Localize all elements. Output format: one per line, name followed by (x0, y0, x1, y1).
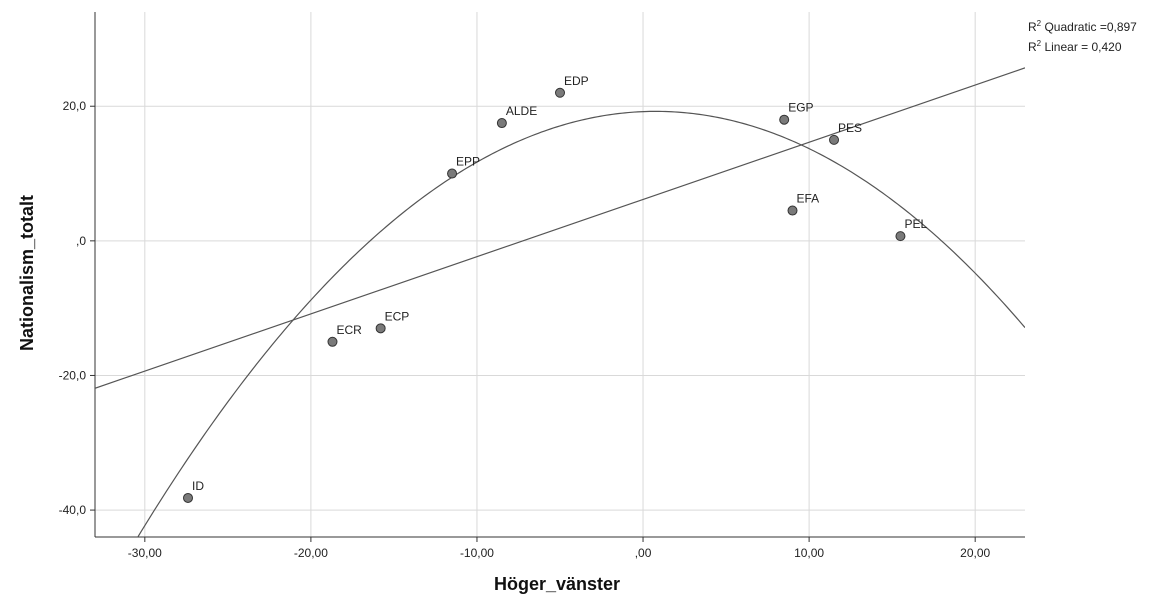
data-points: EDP ALDE EPP EGP PES EFA PEL ECP ECR ID (183, 74, 927, 503)
x-axis-title: Höger_vänster (494, 574, 620, 594)
data-point (829, 134, 840, 145)
quadratic-fit-curve (137, 110, 1025, 537)
data-point-label: PES (838, 121, 862, 135)
legend: R2 Quadratic =0,897 R2 Linear = 0,420 (1028, 19, 1137, 54)
y-axis-ticks: 20,0 ,0 -20,0 -40,0 (59, 99, 95, 517)
legend-quadratic-text: Quadratic =0,897 (1041, 20, 1137, 34)
plot-frame (94, 12, 1025, 538)
data-point-label: ID (192, 479, 204, 493)
y-tick-label: -20,0 (59, 368, 87, 382)
data-point-label: ALDE (506, 104, 537, 118)
data-point (327, 336, 338, 347)
data-point (779, 114, 790, 125)
data-point (555, 87, 565, 98)
data-point-label: EGP (788, 101, 813, 115)
data-point-label: EDP (564, 74, 589, 88)
legend-linear-prefix: R (1028, 40, 1037, 54)
data-point-label: ECP (385, 309, 410, 323)
grid-lines (95, 12, 1025, 537)
legend-quadratic: R2 Quadratic =0,897 (1028, 19, 1137, 34)
legend-linear-sup: 2 (1037, 39, 1042, 48)
legend-quadratic-sup: 2 (1037, 19, 1042, 28)
y-tick-label: 20,0 (63, 99, 87, 113)
x-tick-label: ,00 (635, 546, 652, 560)
legend-quadratic-prefix: R (1028, 20, 1037, 34)
data-point (375, 323, 386, 334)
x-tick-label: -20,00 (294, 546, 328, 560)
data-point (787, 205, 798, 216)
data-point-label: EFA (797, 192, 820, 206)
data-point (895, 231, 906, 242)
y-tick-label: ,0 (76, 234, 86, 248)
x-tick-label: -30,00 (128, 546, 162, 560)
y-tick-label: -40,0 (59, 503, 87, 517)
data-point-label: EPP (456, 155, 480, 169)
legend-linear-text: Linear = 0,420 (1041, 40, 1122, 54)
data-point-label: PEL (904, 217, 927, 231)
legend-linear: R2 Linear = 0,420 (1028, 39, 1122, 54)
data-point (496, 118, 507, 129)
fit-lines (95, 67, 1025, 537)
linear-fit-line (95, 67, 1025, 389)
y-axis-title: Nationalism_totalt (17, 195, 37, 351)
x-tick-label: 10,00 (794, 546, 824, 560)
data-point (447, 168, 458, 179)
x-tick-label: -10,00 (460, 546, 494, 560)
data-point-label: ECR (336, 323, 362, 337)
x-axis-ticks: -30,00 -20,00 -10,00 ,00 10,00 20,00 (128, 537, 991, 560)
data-point (183, 492, 193, 503)
x-tick-label: 20,00 (960, 546, 990, 560)
